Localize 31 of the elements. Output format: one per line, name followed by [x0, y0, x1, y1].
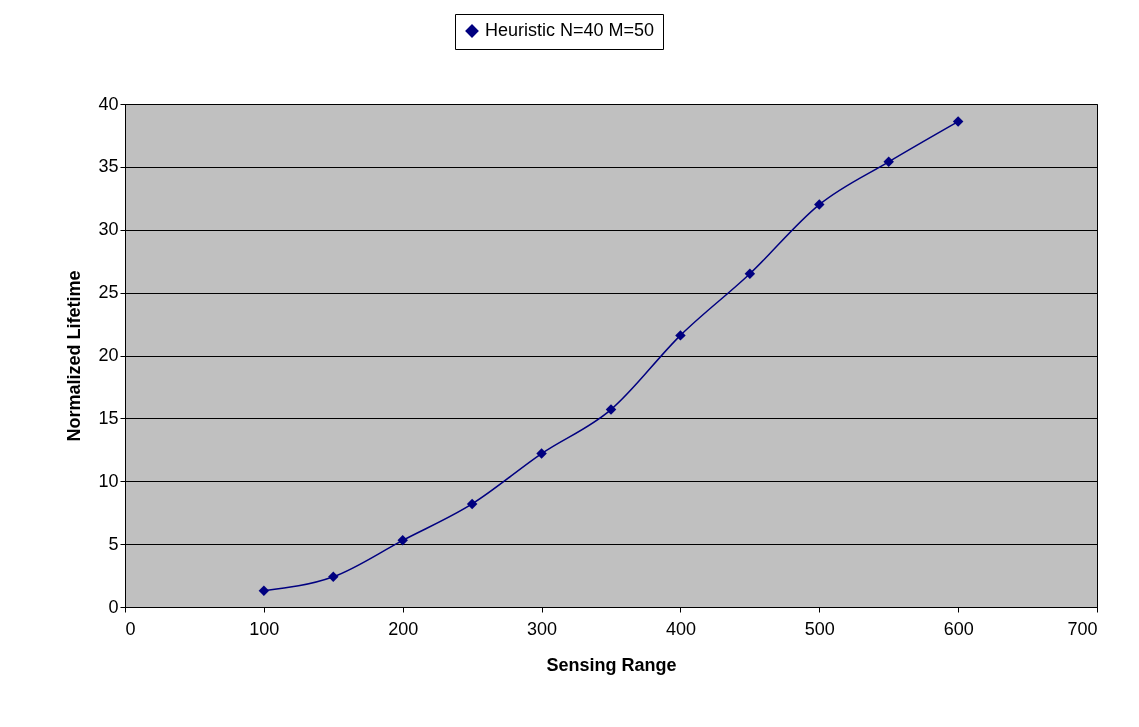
point	[536, 448, 547, 459]
x-tick-label: 600	[943, 618, 974, 639]
x-tick-label: 500	[804, 618, 835, 639]
point	[814, 199, 825, 210]
x-tick-label: 300	[527, 618, 558, 639]
x-tick-label: 400	[665, 618, 696, 639]
x-tick-label: 100	[249, 618, 280, 639]
legend-label: Heuristic N=40 M=50	[485, 20, 655, 40]
y-tick-label: 5	[108, 533, 119, 554]
y-tick-label: 10	[98, 470, 119, 491]
point	[744, 268, 756, 280]
x-tick-label: 700	[1067, 618, 1098, 639]
point	[952, 116, 964, 127]
point	[466, 498, 478, 510]
x-axis-title: Sensing Range	[546, 654, 677, 675]
y-tick-label: 35	[98, 156, 119, 177]
point	[883, 156, 894, 168]
y-tick-label: 0	[108, 596, 119, 617]
y-axis-title: Normalized Lifetime	[64, 270, 85, 442]
y-tick-label: 15	[98, 407, 119, 428]
point	[605, 404, 617, 415]
y-tick-label: 40	[98, 93, 119, 114]
point	[675, 330, 686, 341]
point	[328, 571, 339, 583]
y-tick-label: 25	[98, 282, 119, 303]
point	[258, 585, 270, 596]
x-tick-label: 0	[125, 618, 136, 639]
x-tick-label: 200	[388, 618, 419, 639]
point	[397, 535, 408, 546]
y-tick-label: 30	[98, 219, 119, 240]
y-tick-label: 20	[98, 345, 119, 365]
